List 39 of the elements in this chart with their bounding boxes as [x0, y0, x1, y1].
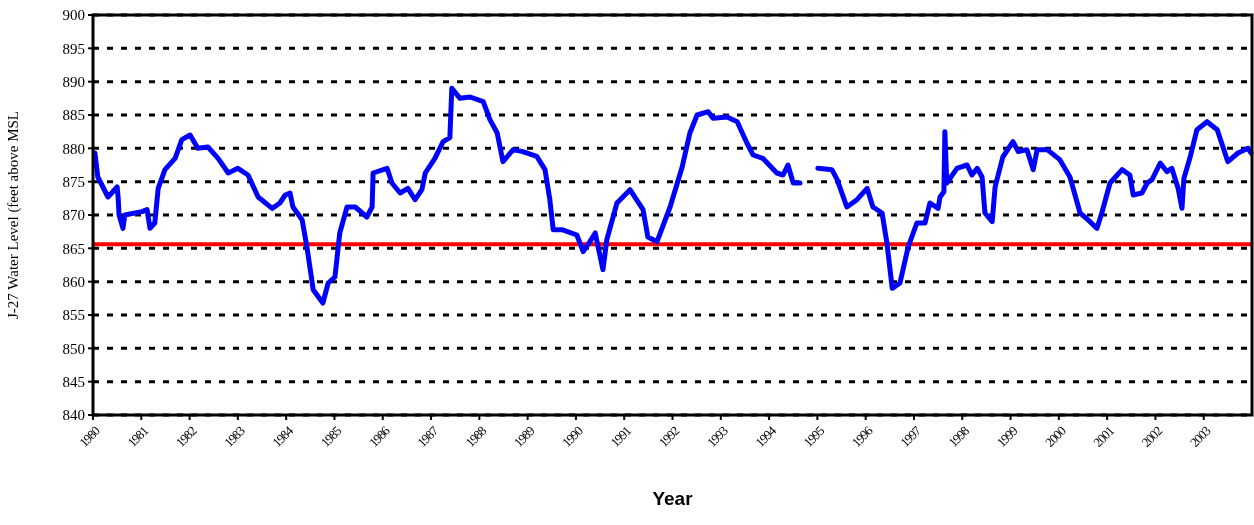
x-tick-label: 1994 [752, 422, 780, 450]
y-tick-label: 845 [62, 373, 85, 390]
x-axis-title: Year [652, 488, 694, 509]
y-tick-label: 895 [62, 40, 85, 57]
x-tick-label: 1996 [848, 422, 877, 450]
y-tick-label: 890 [62, 73, 85, 90]
x-tick-label: 1998 [945, 423, 972, 450]
x-tick-label: 1987 [414, 422, 442, 450]
x-tick-label: 1993 [703, 423, 731, 450]
y-tick-label: 880 [62, 140, 85, 157]
x-tick-label: 2002 [1138, 423, 1166, 450]
x-tick-label: 1999 [993, 423, 1021, 450]
x-tick-label: 2001 [1090, 423, 1117, 450]
x-tick-label: 1989 [510, 423, 538, 450]
y-tick-label: 870 [62, 207, 85, 224]
x-tick-label: 2003 [1186, 423, 1214, 450]
y-tick-label: 885 [62, 107, 85, 124]
y-tick-label: 840 [62, 407, 85, 424]
x-tick-label: 2000 [1042, 423, 1069, 450]
y-axis-title: J-27 Water Level (feet above MSL [5, 110, 22, 320]
x-tick-label: 1990 [559, 423, 586, 450]
y-tick-label: 865 [62, 240, 85, 257]
y-tick-label: 850 [62, 340, 85, 357]
y-tick-label: 860 [62, 273, 85, 290]
x-tick-label: 1985 [317, 423, 345, 450]
y-tick-label: 900 [62, 7, 85, 24]
x-tick-label: 1984 [269, 422, 297, 450]
x-tick-label: 1995 [800, 423, 828, 450]
x-tick-label: 1997 [897, 422, 925, 450]
y-tick-label: 875 [62, 173, 85, 190]
x-tick-label: 1982 [172, 423, 200, 450]
x-tick-label: 1983 [221, 423, 248, 450]
x-tick-label: 1986 [365, 422, 394, 450]
x-tick-label: 1992 [655, 423, 683, 450]
x-tick-label: 1988 [462, 423, 490, 450]
y-tick-label: 855 [62, 307, 85, 324]
x-tick-label: 1980 [76, 423, 103, 450]
x-tick-label: 1991 [607, 423, 634, 450]
x-tick-label: 1981 [124, 423, 151, 450]
